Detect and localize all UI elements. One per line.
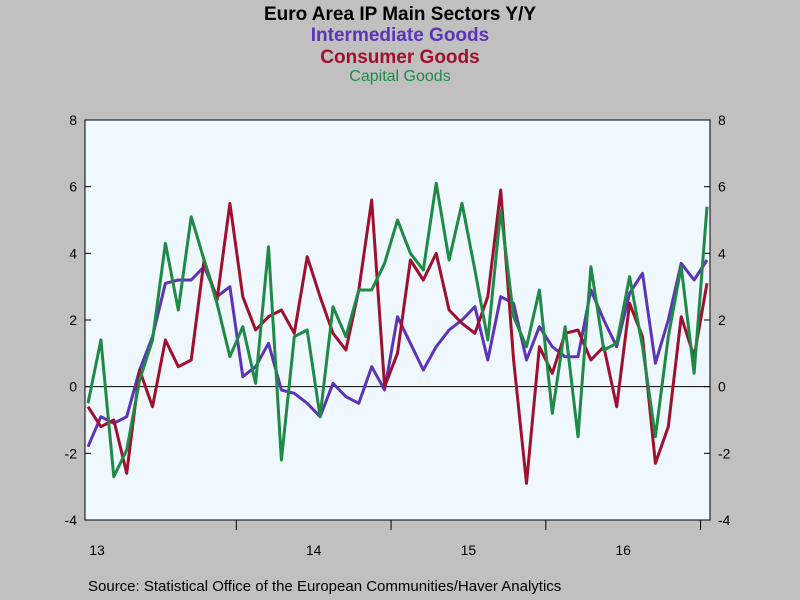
x-tick-label: 15	[461, 542, 477, 558]
y-tick-label-left: 4	[69, 245, 77, 261]
source-note: Source: Statistical Office of the Europe…	[88, 578, 562, 595]
y-tick-label-right: 8	[718, 112, 726, 128]
y-tick-label-right: 4	[718, 245, 726, 261]
y-tick-label-right: -2	[718, 445, 731, 461]
plot-border	[84, 119, 711, 521]
y-tick-label-left: 6	[69, 179, 77, 195]
x-tick-label: 16	[615, 542, 631, 558]
y-tick-label-right: 0	[718, 379, 726, 395]
chart-title: Euro Area IP Main Sectors Y/Y	[263, 4, 537, 25]
series-line-capital-goods	[86, 181, 709, 479]
legend-consumer-goods: Consumer Goods	[320, 47, 480, 68]
y-tick-label-right: 6	[718, 179, 726, 195]
y-tick-label-right: -4	[718, 512, 731, 528]
y-tick-label-right: 2	[718, 312, 726, 328]
x-tick-label: 13	[89, 542, 105, 558]
x-tick-label: 14	[306, 542, 322, 558]
y-tick-label-left: 0	[69, 379, 77, 395]
y-tick-label-left: -2	[65, 445, 78, 461]
y-tick-label-left: -4	[65, 512, 78, 528]
legend-intermediate-goods: Intermediate Goods	[310, 25, 490, 46]
legend-capital-goods: Capital Goods	[349, 68, 451, 85]
y-tick-label-left: 2	[69, 312, 77, 328]
series-line-intermediate-goods	[86, 259, 709, 448]
y-tick-label-left: 8	[69, 112, 77, 128]
